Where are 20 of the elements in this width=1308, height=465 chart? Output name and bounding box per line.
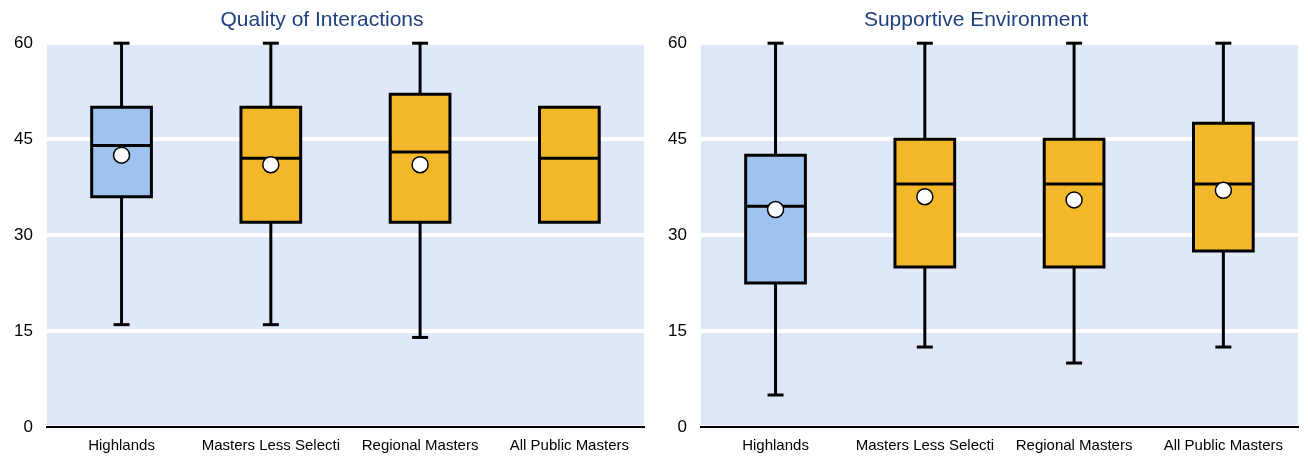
chart-title: Quality of Interactions: [220, 7, 424, 31]
x-tick-label: Regional Masters: [1015, 436, 1133, 454]
y-tick-label: 15: [13, 320, 33, 340]
y-tick-label: 45: [13, 128, 33, 148]
x-tick-label: Masters Less Selecti: [201, 436, 341, 454]
y-tick-label: 30: [13, 224, 33, 244]
y-tick-label: 30: [667, 224, 687, 244]
y-tick-label: 15: [667, 320, 687, 340]
y-tick-label: 0: [23, 416, 33, 436]
y-tick-label: 45: [667, 128, 687, 148]
x-tick-label: Masters Less Selecti: [855, 436, 995, 454]
x-tick-label: Regional Masters: [361, 436, 479, 454]
x-tick-label: Highlands: [742, 436, 809, 454]
y-tick-label: 0: [677, 416, 687, 436]
x-tick-label: All Public Masters: [1163, 436, 1283, 454]
y-tick-label: 60: [667, 32, 687, 52]
y-tick-label: 60: [13, 32, 33, 52]
chart-title: Supportive Environment: [863, 7, 1089, 31]
x-tick-label: All Public Masters: [509, 436, 629, 454]
x-tick-label: Highlands: [88, 436, 155, 454]
